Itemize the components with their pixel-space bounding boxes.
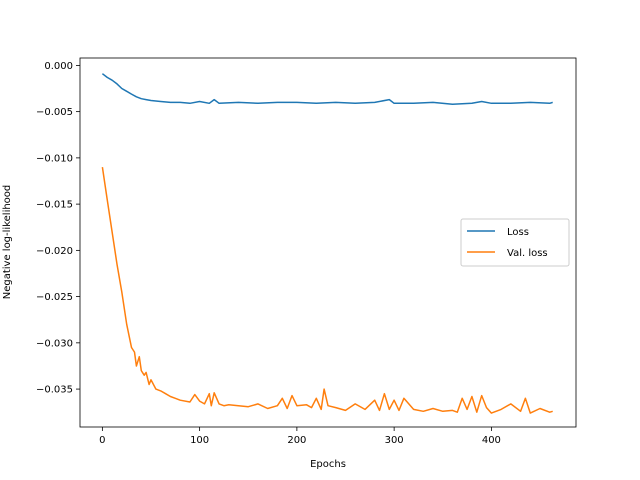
series-line-val-loss [101, 166, 553, 414]
y-tick-label: −0.020 [36, 246, 73, 257]
y-axis-label: Negative log-likelihood [2, 185, 13, 300]
x-axis: 0 100 200 300 400 [99, 427, 501, 446]
y-axis: 0.000 −0.005 −0.010 −0.015 −0.020 −0.025 −0.03… [36, 61, 80, 396]
x-tick-label: 0 [99, 435, 105, 446]
series-line-loss [101, 73, 553, 105]
legend-label-val-loss: Val. loss [507, 248, 548, 259]
y-tick-label: −0.010 [36, 153, 73, 164]
y-tick-label: −0.015 [36, 200, 73, 211]
legend-label-loss: Loss [507, 227, 529, 238]
plot-frame [79, 57, 577, 428]
x-tick-label: 100 [190, 435, 209, 446]
legend: Loss Val. loss [460, 218, 570, 267]
series-layer [101, 73, 553, 414]
x-tick-label: 200 [287, 435, 306, 446]
y-tick-label: −0.005 [36, 107, 73, 118]
x-axis-label: Epochs [310, 459, 346, 470]
y-tick-label: −0.025 [36, 292, 73, 303]
x-tick-label: 400 [482, 435, 501, 446]
y-tick-label: 0.000 [44, 61, 73, 72]
y-tick-label: −0.035 [36, 385, 73, 396]
x-tick-label: 300 [385, 435, 404, 446]
y-tick-label: −0.030 [36, 338, 73, 349]
